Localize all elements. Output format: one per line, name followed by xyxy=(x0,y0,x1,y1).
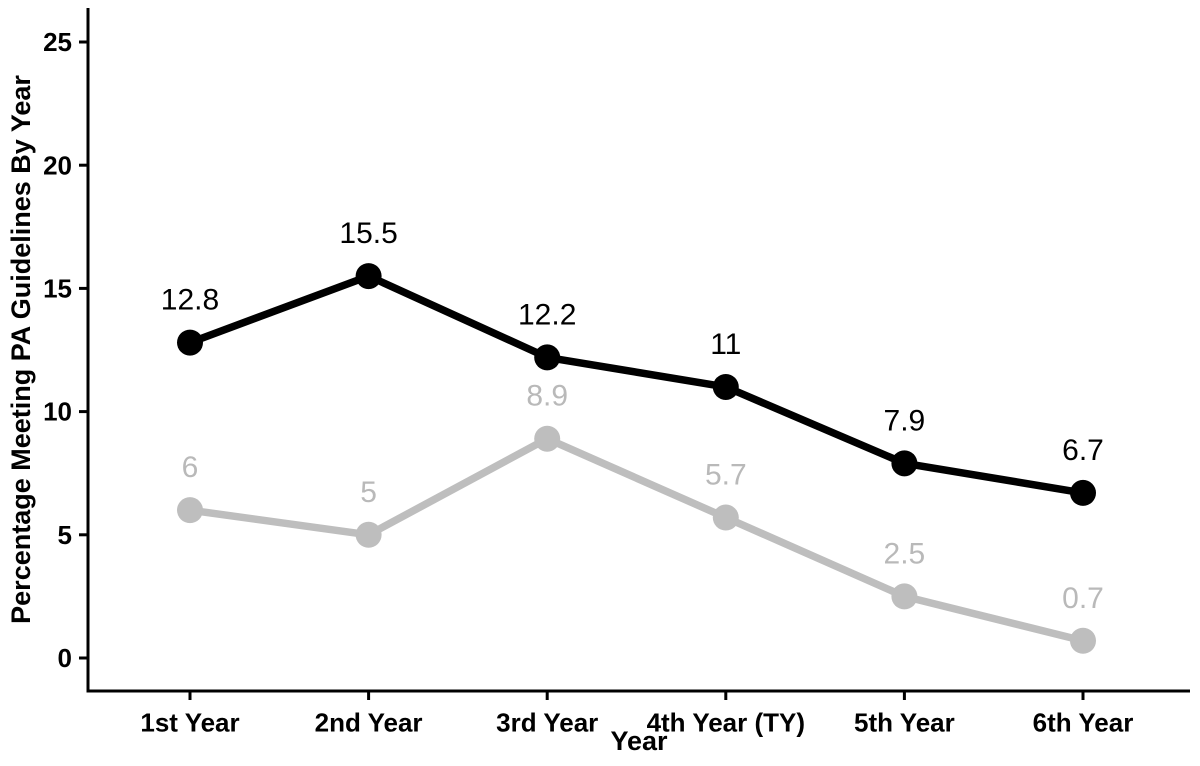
x-tick-label: 5th Year xyxy=(854,708,955,738)
data-label-black-series: 7.9 xyxy=(884,404,926,437)
data-label-black-series: 12.8 xyxy=(161,284,219,317)
y-tick-label: 10 xyxy=(43,397,72,427)
y-tick-label: 25 xyxy=(43,27,72,57)
y-tick-label: 20 xyxy=(43,150,72,180)
x-axis-title: Year xyxy=(610,726,668,756)
data-label-black-series: 12.2 xyxy=(518,298,576,331)
x-tick-label: 1st Year xyxy=(140,708,239,738)
data-point-black-series xyxy=(712,373,739,400)
x-tick-label: 4th Year (TY) xyxy=(647,708,805,738)
data-point-gray-series xyxy=(534,425,561,452)
data-point-gray-series xyxy=(355,521,382,548)
series-line-black-series xyxy=(186,272,1087,497)
data-label-gray-series: 8.9 xyxy=(526,380,568,413)
data-label-black-series: 6.7 xyxy=(1062,434,1104,467)
data-label-black-series: 11 xyxy=(710,328,741,361)
x-tick-label: 3rd Year xyxy=(496,708,598,738)
data-label-gray-series: 6 xyxy=(182,451,199,484)
data-point-black-series xyxy=(355,263,382,290)
data-point-black-series xyxy=(891,450,918,477)
data-label-gray-series: 0.7 xyxy=(1062,582,1104,615)
data-point-black-series xyxy=(177,329,203,356)
data-point-gray-series xyxy=(1070,627,1096,654)
y-axis-title: Percentage Meeting PA Guidelines By Year xyxy=(6,75,36,624)
series-line-gray-series xyxy=(186,434,1087,645)
data-point-black-series xyxy=(534,344,561,371)
y-tick-label: 5 xyxy=(58,520,72,550)
y-tick-label: 0 xyxy=(58,643,72,673)
data-point-black-series xyxy=(1070,479,1096,506)
data-label-gray-series: 5.7 xyxy=(705,459,747,492)
data-label-gray-series: 5 xyxy=(360,476,377,509)
data-label-black-series: 15.5 xyxy=(339,217,397,250)
data-point-gray-series xyxy=(712,504,739,531)
x-tick-label: 6th Year xyxy=(1033,708,1134,738)
data-point-gray-series xyxy=(177,497,203,524)
y-tick-label: 15 xyxy=(43,274,72,304)
data-point-gray-series xyxy=(891,583,918,610)
data-label-gray-series: 2.5 xyxy=(884,537,926,570)
x-tick-label: 2nd Year xyxy=(315,708,423,738)
